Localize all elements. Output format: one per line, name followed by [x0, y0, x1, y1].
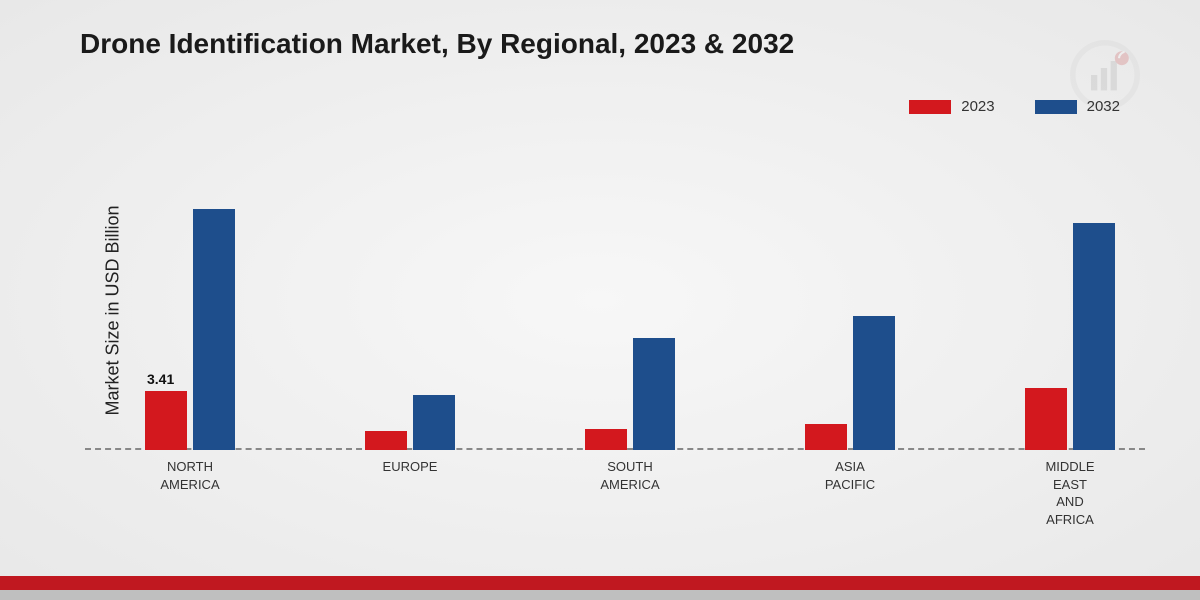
- bar-group: [585, 338, 675, 450]
- footer-accent: [0, 576, 1200, 590]
- bar-2023: [805, 424, 847, 450]
- chart-title: Drone Identification Market, By Regional…: [80, 28, 794, 60]
- legend: 2023 2032: [909, 98, 1120, 115]
- legend-swatch-2023: [909, 100, 951, 114]
- bar-group: [1025, 223, 1115, 450]
- x-axis-labels: NORTH AMERICA EUROPE SOUTH AMERICA ASIA PAC…: [85, 458, 1145, 528]
- bar-2023: [145, 391, 187, 450]
- bar-group: 3.41: [145, 209, 235, 450]
- bar-2032: [633, 338, 675, 450]
- bar-value-label: 3.41: [147, 371, 174, 387]
- bar-2032: [853, 316, 895, 450]
- legend-label-2032: 2032: [1087, 98, 1120, 115]
- bar-2023: [1025, 388, 1067, 450]
- bar-2032: [193, 209, 235, 450]
- bar-2023: [585, 429, 627, 450]
- x-axis-label: EUROPE: [383, 458, 438, 476]
- legend-label-2023: 2023: [961, 98, 994, 115]
- x-axis-label: ASIA PACIFIC: [825, 458, 875, 493]
- bar-group: [365, 395, 455, 450]
- legend-item-2023: 2023: [909, 98, 994, 115]
- bar-2032: [413, 395, 455, 450]
- bar-2032: [1073, 223, 1115, 450]
- chart-container: Drone Identification Market, By Regional…: [0, 0, 1200, 600]
- bar-2023: [365, 431, 407, 450]
- x-axis-label: NORTH AMERICA: [160, 458, 219, 493]
- x-axis-label: MIDDLE EAST AND AFRICA: [1045, 458, 1094, 528]
- legend-swatch-2032: [1035, 100, 1077, 114]
- x-axis-label: SOUTH AMERICA: [600, 458, 659, 493]
- plot-area: 3.41: [85, 140, 1145, 450]
- legend-item-2032: 2032: [1035, 98, 1120, 115]
- bar-group: [805, 316, 895, 450]
